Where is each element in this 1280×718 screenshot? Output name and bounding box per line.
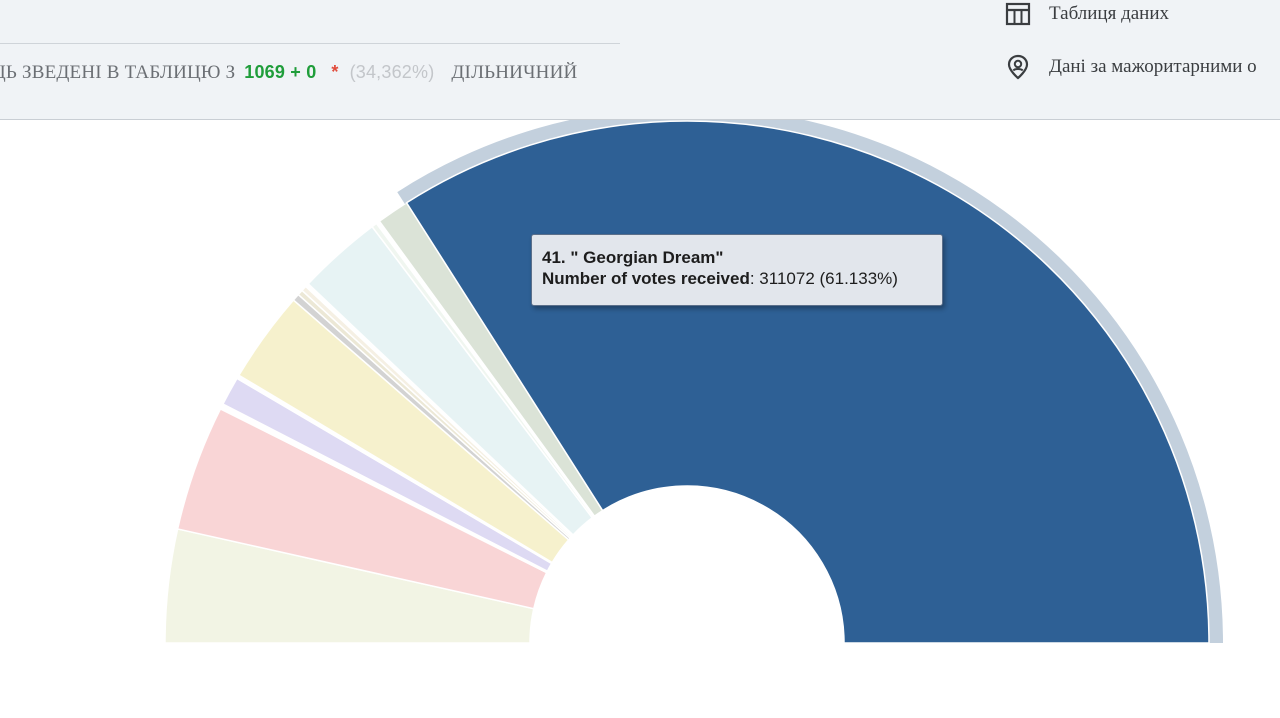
- tooltip-title: 41. " Georgian Dream": [542, 248, 724, 267]
- asterisk-mark: *: [331, 62, 339, 82]
- table-icon: [1005, 1, 1031, 27]
- processed-status-line: ЦЬ ЗВЕДЕНІ В ТАБЛИЦЮ З 1069 + 0 * (34,36…: [0, 62, 620, 88]
- top-bar: ЦЬ ЗВЕДЕНІ В ТАБЛИЦЮ З 1069 + 0 * (34,36…: [0, 0, 1280, 120]
- divider: [0, 43, 620, 44]
- chart-tooltip: 41. " Georgian Dream" Number of votes re…: [531, 234, 943, 306]
- tooltip-value: : 311072 (61.133%): [749, 269, 898, 288]
- status-prefix: ЦЬ ЗВЕДЕНІ В ТАБЛИЦЮ З: [0, 62, 236, 83]
- status-suffix: ДІЛЬНИЧНИЙ: [451, 62, 578, 83]
- processed-percent: (34,362%): [349, 62, 435, 82]
- majoritarian-data-link[interactable]: Дані за мажоритарними о: [1005, 53, 1257, 81]
- semicircle-donut-chart: [164, 107, 1223, 644]
- data-table-link[interactable]: Таблиця даних: [1005, 0, 1169, 28]
- data-table-label: Таблиця даних: [1049, 3, 1170, 24]
- majoritarian-data-label: Дані за мажоритарними о: [1049, 56, 1257, 77]
- results-chart: [0, 107, 1280, 713]
- tooltip-label: Number of votes received: [542, 269, 750, 288]
- precinct-count: 1069 + 0: [244, 62, 317, 82]
- tooltip-votes-line: Number of votes received: 311072 (61.133…: [542, 268, 942, 290]
- location-pin-icon: [1005, 54, 1031, 80]
- highlight-halo: [397, 107, 1223, 644]
